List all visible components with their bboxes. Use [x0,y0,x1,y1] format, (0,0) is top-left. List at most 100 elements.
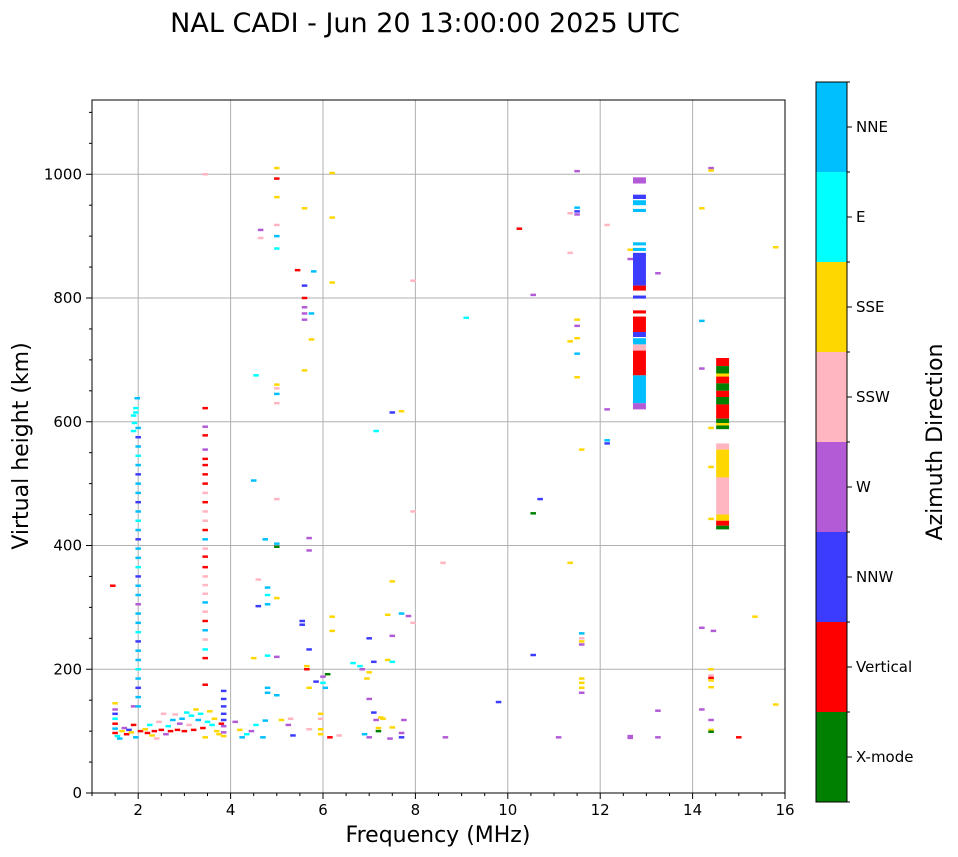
echo-point [135,491,141,495]
echo-trace-segment [633,332,646,337]
echo-point [248,729,255,733]
y-tick-label: 800 [53,289,82,307]
echo-point [301,318,308,321]
data-marks [110,166,779,740]
echo-point [574,336,580,340]
echo-point [190,728,197,732]
echo-trace-segment [633,247,646,251]
echo-point [578,686,585,690]
colorbar-swatch [816,352,847,442]
echo-point [530,512,536,515]
echo-point [604,223,610,227]
echo-point [708,685,714,689]
echo-point [135,538,141,541]
echo-point [112,727,118,730]
echo-point [172,713,178,716]
echo-trace-segment [633,403,646,410]
echo-point [135,565,141,569]
echo-point [202,491,208,495]
echo-point [133,411,139,414]
echo-point [202,448,208,451]
echo-point [699,708,705,711]
echo-point [204,720,211,724]
echo-point [398,409,405,413]
echo-point [287,717,294,720]
echo-point [135,686,141,690]
echo-point [371,660,377,664]
echo-point [202,538,208,541]
echo-point [574,169,580,173]
x-tick-label: 14 [683,801,702,819]
echo-point [135,668,141,671]
echo-point [202,601,208,604]
echo-point [135,547,141,550]
echo-point [274,545,280,548]
echo-trace-segment [633,285,646,291]
echo-point [306,536,312,540]
echo-point [257,228,264,232]
echo-point [708,668,714,671]
echo-point [322,686,329,690]
echo-point [202,565,208,569]
echo-point [574,213,580,216]
echo-point [306,549,312,552]
echo-point [135,705,141,708]
colorbar-swatch [816,262,847,352]
echo-point [202,500,208,504]
echo-trace-segment [633,242,646,246]
echo-trace-segment [716,390,730,397]
echo-point [301,284,308,287]
echo-point [574,352,580,355]
echo-point [708,674,714,677]
echo-point [135,454,141,458]
echo-point [121,726,128,730]
echo-point [112,702,118,705]
echo-point [304,668,310,671]
echo-point [183,711,190,714]
echo-point [264,586,271,589]
colorbar-label: NNW [856,568,893,586]
colorbar: X-mode Vertical NNW W SSW SSE E NNE [815,81,913,803]
echo-point [135,519,141,522]
echo-point [736,736,742,739]
echo-point [364,677,370,680]
echo-point [253,723,259,727]
echo-point [135,640,141,643]
echo-point [301,312,308,315]
echo-trace-segment [716,443,730,450]
echo-point [410,279,416,282]
echo-point [133,406,139,410]
echo-trace-segment [716,422,730,426]
echo-trace-segment [633,208,646,212]
echo-point [130,705,137,708]
echo-point [574,206,580,209]
echo-point [112,731,118,735]
echo-trace-segment [716,373,730,377]
echo-trace-segment [633,200,646,206]
echo-point [177,722,183,725]
echo-point [516,227,523,230]
echo-point [255,578,262,581]
echo-trace-segment [633,344,646,351]
echo-point [604,442,610,445]
echo-point [130,723,137,727]
x-axis-label: Frequency (MHz) [346,823,531,848]
echo-point [361,732,368,736]
echo-point [202,434,208,437]
x-tick-label: 6 [318,801,328,819]
echo-point [278,718,285,722]
echo-trace-segment [716,418,730,423]
echo-point [202,425,208,428]
echo-point [158,728,165,732]
echo-point [211,717,218,720]
echo-point [301,369,308,372]
echo-point [373,718,379,722]
echo-point [405,614,412,618]
echo-point [165,724,172,728]
echo-trace-segment [716,397,730,405]
echo-point [220,705,227,708]
echo-point [274,177,280,180]
echo-trace-segment [633,350,646,376]
echo-point [708,166,714,170]
chart-title: NAL CADI - Jun 20 13:00:00 2025 UTC [170,8,680,39]
